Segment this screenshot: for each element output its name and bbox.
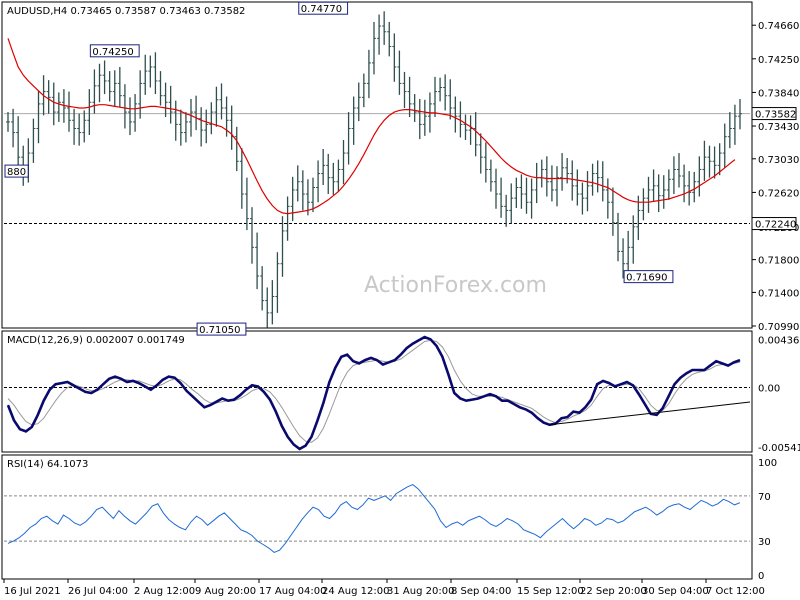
price-y-tick-label: 0.70990 (758, 322, 799, 333)
price-annotations: 0.74770 0.74250 0.71050 0.71690 880 (4, 1, 674, 336)
moving-average (7, 38, 736, 215)
watermark: ActionForex.com (364, 273, 547, 298)
rsi-y-tick-label: 0 (758, 571, 764, 582)
rsi-line (7, 484, 741, 553)
macd-y-tick-label: 0.004367 (758, 336, 800, 347)
price-y-tick-label: 0.73430 (758, 122, 799, 133)
rsi-y-tick-label: 70 (758, 492, 771, 503)
macd-y-axis: 0.004367 0.00 -0.005411 (758, 336, 800, 454)
x-tick-label: 22 Sep 20:00 (580, 586, 647, 597)
price-bars (6, 11, 742, 328)
price-y-tick-label: 0.74660 (758, 21, 799, 32)
x-tick-label: 7 Oct 12:00 (706, 586, 765, 597)
moving-average-line (7, 38, 736, 215)
price-annotation-label: 0.74250 (92, 47, 133, 58)
x-tick-label: 17 Aug 04:00 (259, 586, 326, 597)
price-annotation-label: 0.71050 (199, 325, 240, 336)
price-annotation-box (298, 1, 349, 15)
rsi-y-axis: 100 70 30 0 (758, 458, 777, 582)
price-y-tick-label: 0.74250 (758, 55, 799, 66)
x-tick-label: 8 Sep 04:00 (451, 586, 511, 597)
price-level-tag (751, 217, 797, 231)
price-annotation-label: 0.71690 (626, 273, 667, 284)
rsi-line (7, 484, 741, 553)
rsi-y-tick-label: 30 (758, 537, 771, 548)
x-tick-label: 26 Jul 04:00 (68, 586, 128, 597)
price-annotation-box (4, 164, 29, 178)
price-annotation-label: 880 (7, 167, 26, 178)
symbol-info: AUDUSD,H4 0.73465 0.73587 0.73463 0.7358… (7, 6, 245, 17)
rsi-y-tick-label: 100 (758, 458, 777, 469)
price-annotation-label: 0.74770 (301, 4, 342, 15)
price-y-tick-label: 0.71400 (758, 288, 799, 299)
x-tick-label: 30 Sep 04:00 (642, 586, 709, 597)
x-tick-label: 24 Aug 12:00 (322, 586, 389, 597)
x-tick-label: 2 Aug 12:00 (134, 586, 195, 597)
macd-panel-frame (1, 330, 753, 453)
x-tick-label: 31 Aug 20:00 (387, 586, 454, 597)
price-y-tick-label: 0.71800 (758, 256, 799, 267)
macd-y-tick-label: 0.00 (758, 384, 780, 395)
macd-trendline (549, 401, 751, 426)
x-tick-label: 9 Aug 20:00 (195, 586, 256, 597)
price-y-axis: 0.74660 0.74250 0.73840 0.73430 0.73030 0.726… (751, 21, 799, 333)
x-tick-label: 16 Jul 2021 (4, 586, 61, 597)
time-axis: 16 Jul 2021 26 Jul 04:00 2 Aug 12:00 9 Aug … (3, 579, 765, 597)
price-annotation-box (89, 44, 140, 58)
x-tick-label: 15 Sep 12:00 (517, 586, 584, 597)
price-reference-lines (4, 113, 750, 225)
price-level-tag (751, 107, 797, 121)
rsi-title: RSI(14) 64.1073 (7, 459, 88, 470)
price-annotation-box (196, 322, 247, 336)
macd-title: MACD(12,26,9) 0.002007 0.001749 (7, 335, 185, 346)
rsi-levels (4, 495, 750, 542)
price-y-tick-label: 0.73840 (758, 88, 799, 99)
price-annotation-box (623, 270, 674, 284)
macd-lines (6, 335, 751, 451)
macd-y-tick-label: -0.005411 (758, 443, 800, 454)
price-y-tick-label: 0.72620 (758, 188, 799, 199)
price-y-tick-label: 0.73030 (758, 155, 799, 166)
macd-line (6, 335, 741, 451)
price-level-tag-label: 0.72240 (755, 220, 796, 231)
rsi-panel-frame (1, 454, 753, 580)
price-level-tag-label: 0.73582 (755, 110, 796, 121)
